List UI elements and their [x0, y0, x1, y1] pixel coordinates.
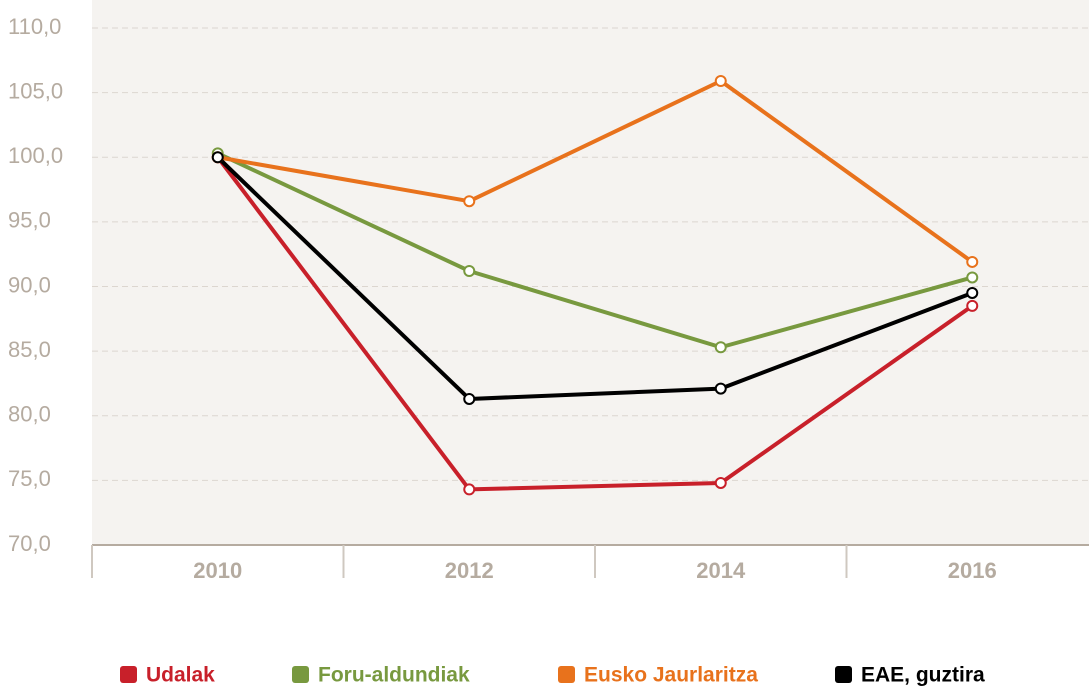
series-line — [216, 151, 973, 350]
data-point — [211, 151, 224, 164]
legend-label: Foru-aldundiak — [318, 664, 470, 687]
y-tick-label: 80,0 — [8, 402, 51, 427]
data-point — [966, 271, 979, 284]
data-point — [463, 483, 476, 496]
data-point — [966, 286, 979, 299]
data-point — [463, 392, 476, 405]
legend-label: Eusko Jaurlaritza — [584, 664, 758, 687]
y-tick-label: 70,0 — [8, 531, 51, 556]
legend-swatch — [292, 666, 309, 683]
x-tick-label: 2010 — [193, 558, 242, 583]
data-point — [714, 476, 727, 489]
plot-background — [92, 0, 1089, 545]
series-line — [216, 156, 974, 492]
y-tick-label: 85,0 — [8, 337, 51, 362]
legend-swatch — [558, 666, 575, 683]
legend-swatch — [835, 666, 852, 683]
y-tick-label: 90,0 — [8, 272, 51, 297]
y-tick-label: 100,0 — [8, 143, 63, 168]
data-point — [463, 264, 476, 277]
x-tick-label: 2012 — [445, 558, 494, 583]
legend-swatch — [120, 666, 137, 683]
y-tick-label: 95,0 — [8, 208, 51, 233]
x-tick-label: 2016 — [948, 558, 997, 583]
data-point — [966, 255, 979, 268]
data-point — [714, 74, 727, 87]
y-tick-label: 75,0 — [8, 466, 51, 491]
x-tick-label: 2014 — [696, 558, 746, 583]
data-point — [966, 299, 979, 312]
data-point — [714, 382, 727, 395]
series-line — [217, 78, 974, 264]
y-tick-label: 110,0 — [8, 14, 61, 39]
data-point — [463, 195, 476, 208]
legend-label: Udalak — [146, 664, 215, 687]
series-line — [216, 155, 973, 401]
data-point — [714, 341, 727, 354]
legend-label: EAE, guztira — [861, 664, 985, 687]
y-tick-label: 105,0 — [8, 78, 63, 103]
